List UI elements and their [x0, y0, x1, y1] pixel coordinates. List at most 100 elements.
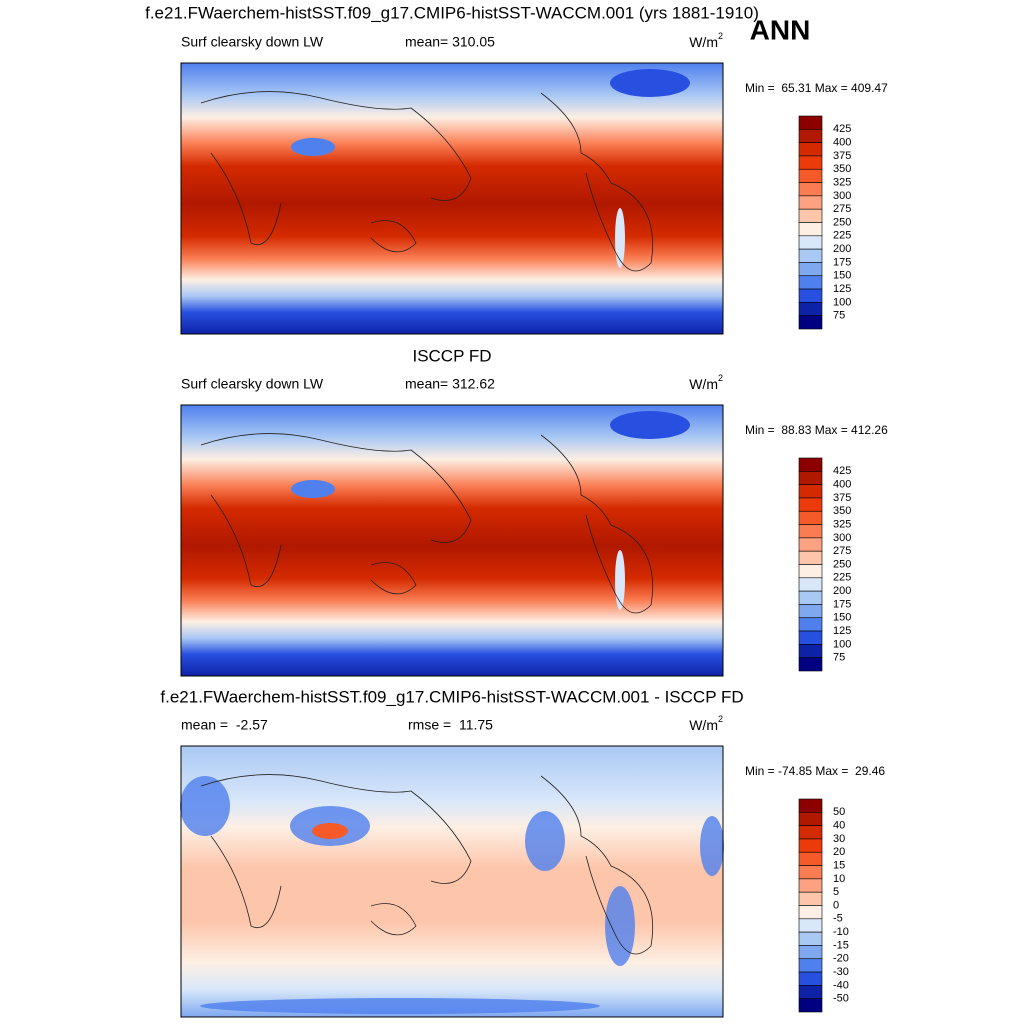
colorbar-box [798, 617, 823, 632]
panel-title: ISCCP FD [412, 346, 491, 365]
colorbar-label: 425 [833, 123, 851, 135]
colorbar-label: 200 [833, 243, 851, 255]
colorbar-label: 100 [833, 638, 851, 650]
negative-region [200, 998, 600, 1014]
map-field [181, 63, 723, 334]
map-frame [180, 404, 724, 677]
colorbar-label: 125 [833, 283, 851, 295]
colorbar-label: 175 [833, 256, 851, 268]
colorbar-box [798, 945, 823, 960]
andes-low [615, 550, 625, 610]
map [180, 404, 724, 677]
colorbar-box [798, 931, 823, 946]
colorbar-label: -20 [833, 953, 849, 965]
colorbar-label: 300 [833, 190, 851, 202]
colorbar-box [798, 998, 823, 1013]
colorbar-label: 225 [833, 230, 851, 242]
colorbar-box [798, 115, 823, 130]
colorbar-box [798, 155, 823, 170]
colorbar-label: 15 [833, 859, 845, 871]
colorbar-box [798, 590, 823, 605]
colorbar-box [798, 825, 823, 840]
tibet-low [291, 138, 335, 156]
colorbar-box [798, 537, 823, 552]
colorbar-box [798, 971, 823, 986]
coastline [200, 774, 654, 955]
colorbar-box [798, 471, 823, 485]
tibet-low [291, 480, 335, 498]
colorbar-label: 150 [833, 270, 851, 282]
colorbar-label: 40 [833, 820, 845, 832]
colorbar-label: -10 [833, 926, 849, 938]
colorbar-box [798, 235, 823, 250]
colorbar-label: 400 [833, 479, 851, 491]
colorbar-label: 325 [833, 176, 851, 188]
negative-region [180, 776, 230, 836]
map [180, 62, 724, 335]
left-label: Surf clearsky down LW [181, 376, 324, 392]
colorbar-label: 250 [833, 216, 851, 228]
coastline [200, 433, 654, 614]
range-text: Min = 88.83 Max = 412.26 [745, 423, 888, 437]
colorbar-box [798, 851, 823, 866]
colorbar-label: 10 [833, 873, 845, 885]
colorbar-box [798, 222, 823, 237]
colorbar-box [798, 129, 823, 143]
colorbar-box [798, 302, 823, 316]
negative-region [700, 816, 724, 876]
center-label: mean= 312.62 [405, 376, 495, 392]
coastline [200, 91, 654, 272]
colorbar-label: -5 [833, 913, 843, 925]
colorbar-label: 0 [833, 899, 839, 911]
negative-region [605, 886, 635, 966]
season-label: ANN [750, 14, 811, 45]
colorbar-box [798, 208, 823, 223]
colorbar-label: -40 [833, 979, 849, 991]
center-label: rmse = 11.75 [408, 717, 493, 733]
colorbar-label: 300 [833, 532, 851, 544]
colorbar-box [798, 262, 823, 277]
map-field [181, 746, 723, 1017]
colorbar-box [798, 182, 823, 197]
colorbar-label: 425 [833, 465, 851, 477]
arctic [610, 411, 690, 439]
colorbar-box [798, 630, 823, 645]
colorbar-label: -30 [833, 966, 849, 978]
colorbar-box [798, 865, 823, 880]
colorbar-label: -50 [833, 993, 849, 1005]
colorbar-label: 20 [833, 846, 845, 858]
colorbar-label: 275 [833, 545, 851, 557]
map-field [181, 405, 723, 676]
colorbar-label: 225 [833, 572, 851, 584]
colorbar-label: 100 [833, 296, 851, 308]
colorbar-box [798, 195, 823, 210]
colorbar-label: 175 [833, 598, 851, 610]
colorbar-box [798, 457, 823, 472]
colorbar-box [798, 315, 823, 330]
colorbar-label: 125 [833, 625, 851, 637]
units: W/m2 [689, 31, 723, 49]
colorbar-label: 350 [833, 505, 851, 517]
colorbar-label: 350 [833, 163, 851, 175]
main-title: f.e21.FWaerchem-histSST.f09_g17.CMIP6-hi… [145, 3, 759, 22]
colorbar-label: 375 [833, 492, 851, 504]
colorbar-label: 200 [833, 585, 851, 597]
colorbar-label: 400 [833, 137, 851, 149]
colorbar-label: 30 [833, 833, 845, 845]
colorbar-box [798, 564, 823, 579]
colorbar-label: 75 [833, 652, 845, 664]
map [180, 745, 724, 1018]
colorbar-box [798, 577, 823, 592]
units: W/m2 [689, 373, 723, 391]
colorbar-box [798, 248, 823, 263]
colorbar-box [798, 142, 823, 157]
colorbar-box [798, 985, 823, 999]
positive-region [312, 823, 348, 839]
colorbar-label: 375 [833, 150, 851, 162]
left-label: Surf clearsky down LW [181, 34, 324, 50]
arctic [610, 69, 690, 97]
colorbar-box [798, 168, 823, 183]
colorbar-box [798, 838, 823, 853]
colorbar-box [798, 958, 823, 973]
